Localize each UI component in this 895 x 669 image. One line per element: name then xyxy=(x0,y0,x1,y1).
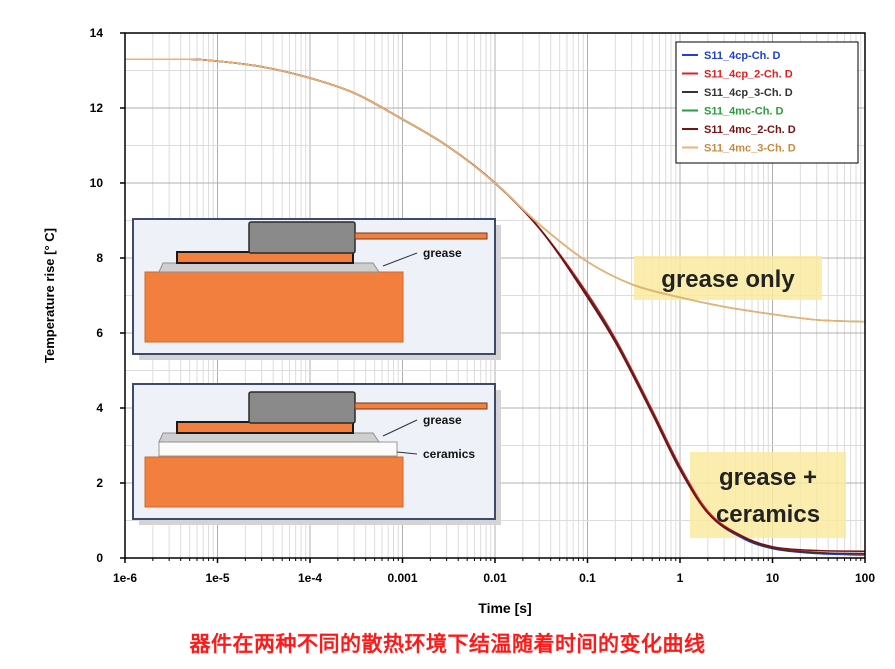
x-tick-label: 1e-5 xyxy=(205,571,229,585)
inset-grease-only: grease xyxy=(132,218,501,360)
device-package xyxy=(248,221,356,254)
legend-label-5: S11_4mc_2-Ch. D xyxy=(704,124,796,136)
y-tick-label: 6 xyxy=(96,326,103,340)
legend-label-1: S11_4cp-Ch. D xyxy=(704,50,780,62)
y-tick-label: 10 xyxy=(90,176,104,190)
ceramics-layer xyxy=(158,441,398,457)
heatsink-block xyxy=(144,456,404,508)
x-tick-label: 1e-4 xyxy=(298,571,322,585)
y-axis-label: Temperature rise [° C] xyxy=(42,228,57,363)
label-leader xyxy=(382,419,418,437)
inset-label: ceramics xyxy=(423,447,475,461)
y-tick-label: 0 xyxy=(96,551,103,565)
annotation-grease-only: grease only xyxy=(634,256,822,300)
device-package xyxy=(248,391,356,424)
x-tick-label: 1e-6 xyxy=(113,571,137,585)
annotation-box xyxy=(634,256,822,300)
legend-label-2: S11_4cp_2-Ch. D xyxy=(704,69,793,81)
legend-label-3: S11_4cp_3-Ch. D xyxy=(704,87,793,99)
legend-box xyxy=(675,41,859,164)
series-lines xyxy=(125,58,866,556)
x-tick-label: 1 xyxy=(677,571,684,585)
legend-label-6: S11_4mc_3-Ch. D xyxy=(704,143,796,155)
y-tick-label: 8 xyxy=(96,251,103,265)
annotation-grease-ceramics: grease + ceramics xyxy=(690,452,846,538)
device-lead xyxy=(354,232,488,240)
y-tick-label: 4 xyxy=(96,401,103,415)
x-tick-label: 100 xyxy=(855,571,875,585)
annotation-text: grease only xyxy=(661,266,795,293)
label-leader xyxy=(396,451,418,455)
annotation-box xyxy=(690,452,846,538)
y-tick-label: 12 xyxy=(90,101,104,115)
x-tick-label: 0.1 xyxy=(579,571,596,585)
heatsink-block xyxy=(144,271,404,343)
x-axis-label: Time [s] xyxy=(478,600,531,616)
series-line-6 xyxy=(125,58,866,323)
inset-label: grease xyxy=(423,413,462,427)
x-tick-label: 10 xyxy=(766,571,780,585)
annotation-text: grease + xyxy=(719,464,817,491)
y-tick-label: 14 xyxy=(90,26,104,40)
annotation-text: ceramics xyxy=(716,501,820,528)
y-tick-label: 2 xyxy=(96,476,103,490)
device-lead xyxy=(354,402,488,410)
grease-layer xyxy=(158,432,380,443)
legend: S11_4cp-Ch. D S11_4cp_2-Ch. D S11_4cp_3-Ch… xyxy=(675,41,859,164)
axis-ticks: 1e-6 1e-5 1e-4 0.001 0.01 0.1 1 10 100 0 2 4 6 8 10 12 1… xyxy=(90,26,876,585)
inset-grease-ceramics: grease ceramics xyxy=(132,383,501,525)
thermal-transient-chart: grease grease ceramics grease only grease + c… xyxy=(42,26,876,616)
x-tick-label: 0.001 xyxy=(387,571,417,585)
inset-label: grease xyxy=(423,246,462,260)
chart-caption: 器件在两种不同的散热环境下结温随着时间的变化曲线 xyxy=(189,632,706,656)
x-tick-label: 0.01 xyxy=(483,571,507,585)
grease-layer xyxy=(158,262,380,273)
legend-label-4: S11_4mc-Ch. D xyxy=(704,106,784,118)
label-leader xyxy=(382,252,418,267)
